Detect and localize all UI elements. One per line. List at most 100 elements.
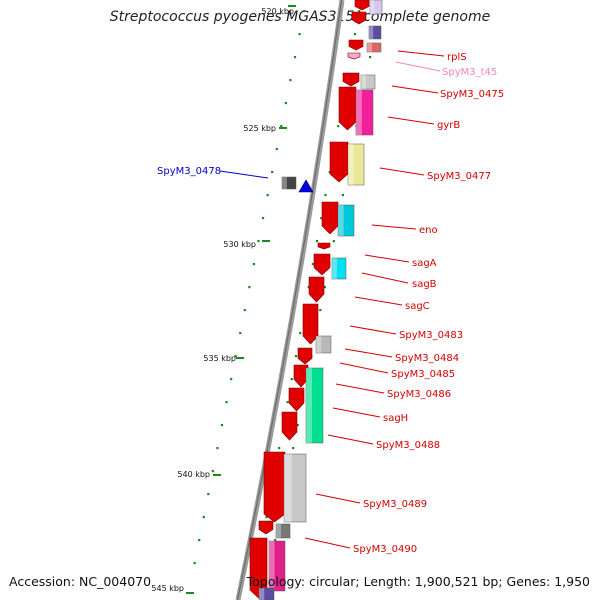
dot-mark bbox=[193, 562, 196, 565]
gene-feature[interactable] bbox=[293, 364, 309, 388]
gene-label[interactable]: sagH bbox=[383, 413, 408, 424]
dot-mark bbox=[358, 10, 361, 13]
dot-mark bbox=[303, 10, 306, 13]
gene-feature[interactable] bbox=[275, 523, 291, 539]
dot-mark bbox=[298, 33, 301, 36]
gene-label-leader bbox=[364, 254, 410, 263]
tick-label: 540 kbp bbox=[177, 470, 210, 479]
tick-marks: 520 kbp 525 kbp 530 kbp 535 kbp 540 kbp 545 k… bbox=[151, 5, 296, 594]
gene-label[interactable]: SpyM3_0475 bbox=[440, 89, 504, 100]
genome-title: Streptococcus pyogenes MGAS315, complete… bbox=[109, 9, 491, 25]
gene-label[interactable]: sagB bbox=[412, 279, 437, 290]
dot-mark bbox=[353, 33, 357, 36]
gene-feature[interactable] bbox=[329, 141, 349, 183]
dot-mark bbox=[265, 516, 268, 519]
gene-label[interactable]: SpyM3_0488 bbox=[376, 440, 440, 451]
gene-label-leader bbox=[304, 537, 351, 549]
gene-feature[interactable] bbox=[283, 453, 307, 523]
gene-feature[interactable] bbox=[258, 587, 275, 600]
gene-feature[interactable] bbox=[302, 303, 319, 345]
dot-mark bbox=[341, 194, 345, 197]
gene-feature[interactable] bbox=[337, 204, 355, 237]
gene-feature[interactable] bbox=[369, 0, 383, 15]
gene-feature[interactable] bbox=[321, 201, 339, 235]
gene-feature[interactable] bbox=[305, 367, 324, 444]
gene-feature[interactable] bbox=[281, 176, 297, 190]
dot-mark bbox=[324, 194, 327, 197]
gene-features[interactable] bbox=[249, 0, 383, 600]
gene-label[interactable]: eno bbox=[419, 225, 438, 236]
gene-label-leader bbox=[387, 116, 435, 125]
gene-feature[interactable] bbox=[360, 74, 376, 90]
gene-feature[interactable] bbox=[315, 335, 332, 354]
gene-label-leader bbox=[391, 85, 439, 94]
gene-label-leader bbox=[219, 170, 269, 179]
dot-mark bbox=[211, 470, 214, 473]
gene-feature[interactable] bbox=[354, 0, 370, 11]
dot-mark bbox=[280, 125, 283, 128]
tick-label: 535 kbp bbox=[203, 354, 236, 363]
gene-feature[interactable] bbox=[313, 253, 331, 276]
gene-label[interactable]: SpyM3_0485 bbox=[391, 369, 455, 380]
dot-mark bbox=[275, 148, 278, 151]
gene-label-leader bbox=[361, 272, 409, 284]
gene-feature[interactable] bbox=[263, 451, 286, 523]
gene-feature[interactable] bbox=[338, 86, 357, 131]
gene-feature[interactable] bbox=[281, 411, 298, 441]
dot-mark bbox=[320, 217, 323, 220]
gene-label-leader bbox=[332, 407, 381, 418]
tick-label: 530 kbp bbox=[223, 240, 256, 249]
dot-mark bbox=[252, 263, 256, 266]
gene-label[interactable]: SpyM3_0477 bbox=[427, 171, 491, 182]
gene-label[interactable]: SpyM3_0486 bbox=[387, 389, 451, 400]
dot-mark bbox=[307, 286, 310, 289]
gene-feature[interactable] bbox=[268, 540, 286, 592]
gene-label[interactable]: gyrB bbox=[437, 120, 460, 131]
tick-label: 545 kbp bbox=[151, 584, 184, 593]
gene-feature[interactable] bbox=[298, 179, 314, 193]
dot-mark bbox=[296, 424, 299, 427]
gene-label-leader bbox=[339, 362, 389, 374]
dot-mark bbox=[202, 516, 205, 519]
dot-mark bbox=[257, 240, 260, 243]
gene-label[interactable]: SpyM3_0484 bbox=[395, 353, 459, 364]
gene-label[interactable]: sagA bbox=[412, 258, 437, 269]
gene-feature[interactable] bbox=[331, 257, 347, 280]
gene-feature[interactable] bbox=[288, 387, 305, 412]
gene-label[interactable]: SpyM3_0483 bbox=[399, 330, 463, 341]
gene-feature[interactable] bbox=[351, 11, 367, 25]
gene-feature[interactable] bbox=[355, 89, 374, 136]
genome-backbone bbox=[235, 0, 345, 600]
gene-feature[interactable] bbox=[366, 42, 382, 53]
gene-feature[interactable] bbox=[258, 520, 274, 535]
gene-label[interactable]: SpyM3_0490 bbox=[353, 544, 417, 555]
label-leaders bbox=[219, 50, 445, 549]
dot-mark bbox=[207, 493, 210, 496]
dot-mark bbox=[239, 332, 242, 335]
gene-labels[interactable]: rplS SpyM3_t45 SpyM3_0475 gyrB SpyM3_0477 Spy… bbox=[157, 52, 504, 555]
gene-label-leader bbox=[349, 325, 397, 335]
gene-feature[interactable] bbox=[347, 143, 365, 186]
tick-label: 525 kbp bbox=[243, 124, 276, 133]
dot-mark bbox=[368, 56, 372, 59]
dot-mark bbox=[292, 447, 295, 450]
dot-mark bbox=[266, 194, 269, 197]
gene-feature[interactable] bbox=[317, 242, 331, 250]
gene-label[interactable]: SpyM3_t45 bbox=[442, 67, 497, 78]
gene-feature[interactable] bbox=[297, 347, 313, 365]
gene-label[interactable]: rplS bbox=[447, 52, 467, 63]
gene-feature[interactable] bbox=[347, 52, 361, 60]
gene-label-leader bbox=[379, 167, 425, 176]
gene-label[interactable]: SpyM3_0489 bbox=[363, 499, 427, 510]
dot-mark bbox=[230, 378, 233, 381]
gene-label[interactable]: sagC bbox=[405, 301, 430, 312]
gene-feature[interactable] bbox=[348, 39, 364, 51]
gene-feature[interactable] bbox=[342, 72, 360, 87]
gene-feature[interactable] bbox=[368, 25, 382, 40]
dot-mark bbox=[337, 125, 340, 128]
gene-feature[interactable] bbox=[308, 276, 325, 303]
dot-mark bbox=[271, 171, 274, 174]
dot-mark bbox=[216, 447, 219, 450]
gene-label[interactable]: SpyM3_0478 bbox=[157, 166, 221, 177]
